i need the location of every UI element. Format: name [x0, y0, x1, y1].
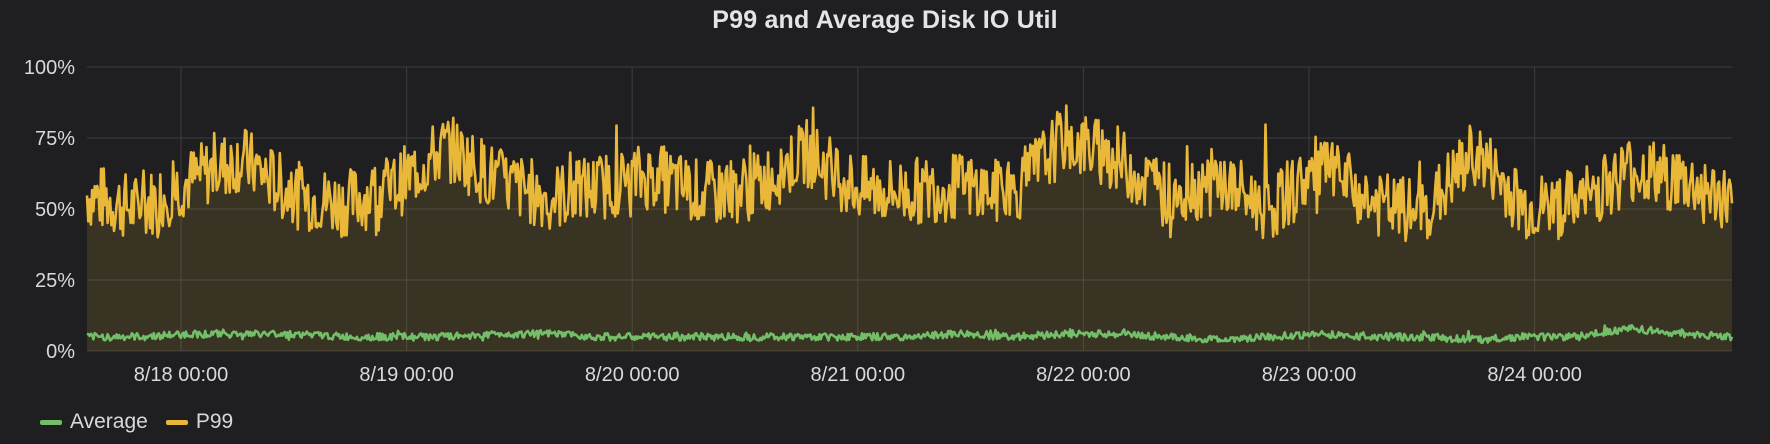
y-tick-label: 75% — [35, 128, 75, 150]
legend-swatch-p99 — [165, 419, 188, 425]
x-tick-label: 8/22 00:00 — [1036, 364, 1131, 386]
legend-item-average[interactable]: Average — [40, 410, 148, 434]
y-tick-label: 0% — [46, 341, 75, 363]
x-tick-label: 8/23 00:00 — [1262, 364, 1357, 386]
legend-swatch-average — [40, 419, 62, 425]
y-tick-label: 50% — [35, 199, 75, 221]
x-tick-label: 8/21 00:00 — [811, 364, 906, 386]
x-tick-label: 8/19 00:00 — [359, 364, 454, 386]
y-tick-label: 25% — [35, 270, 75, 292]
legend-label-p99: P99 — [195, 410, 234, 433]
legend-label-average: Average — [70, 410, 148, 433]
legend-item-p99[interactable]: P99 — [165, 410, 234, 434]
x-tick-label: 8/18 00:00 — [134, 364, 229, 386]
series-line-p99 — [85, 104, 1734, 243]
x-tick-label: 8/24 00:00 — [1487, 364, 1582, 386]
chart-legend: Average P99 — [40, 410, 233, 434]
series-line-average — [86, 323, 1734, 345]
x-tick-label: 8/20 00:00 — [585, 364, 680, 386]
y-tick-label: 100% — [24, 57, 75, 79]
chart-title: P99 and Average Disk IO Util — [712, 6, 1058, 34]
line-chart: 0% 25% 50% 75% 100% 8/18 00:00 8/19 00:00 8/20 … — [24, 57, 1734, 386]
